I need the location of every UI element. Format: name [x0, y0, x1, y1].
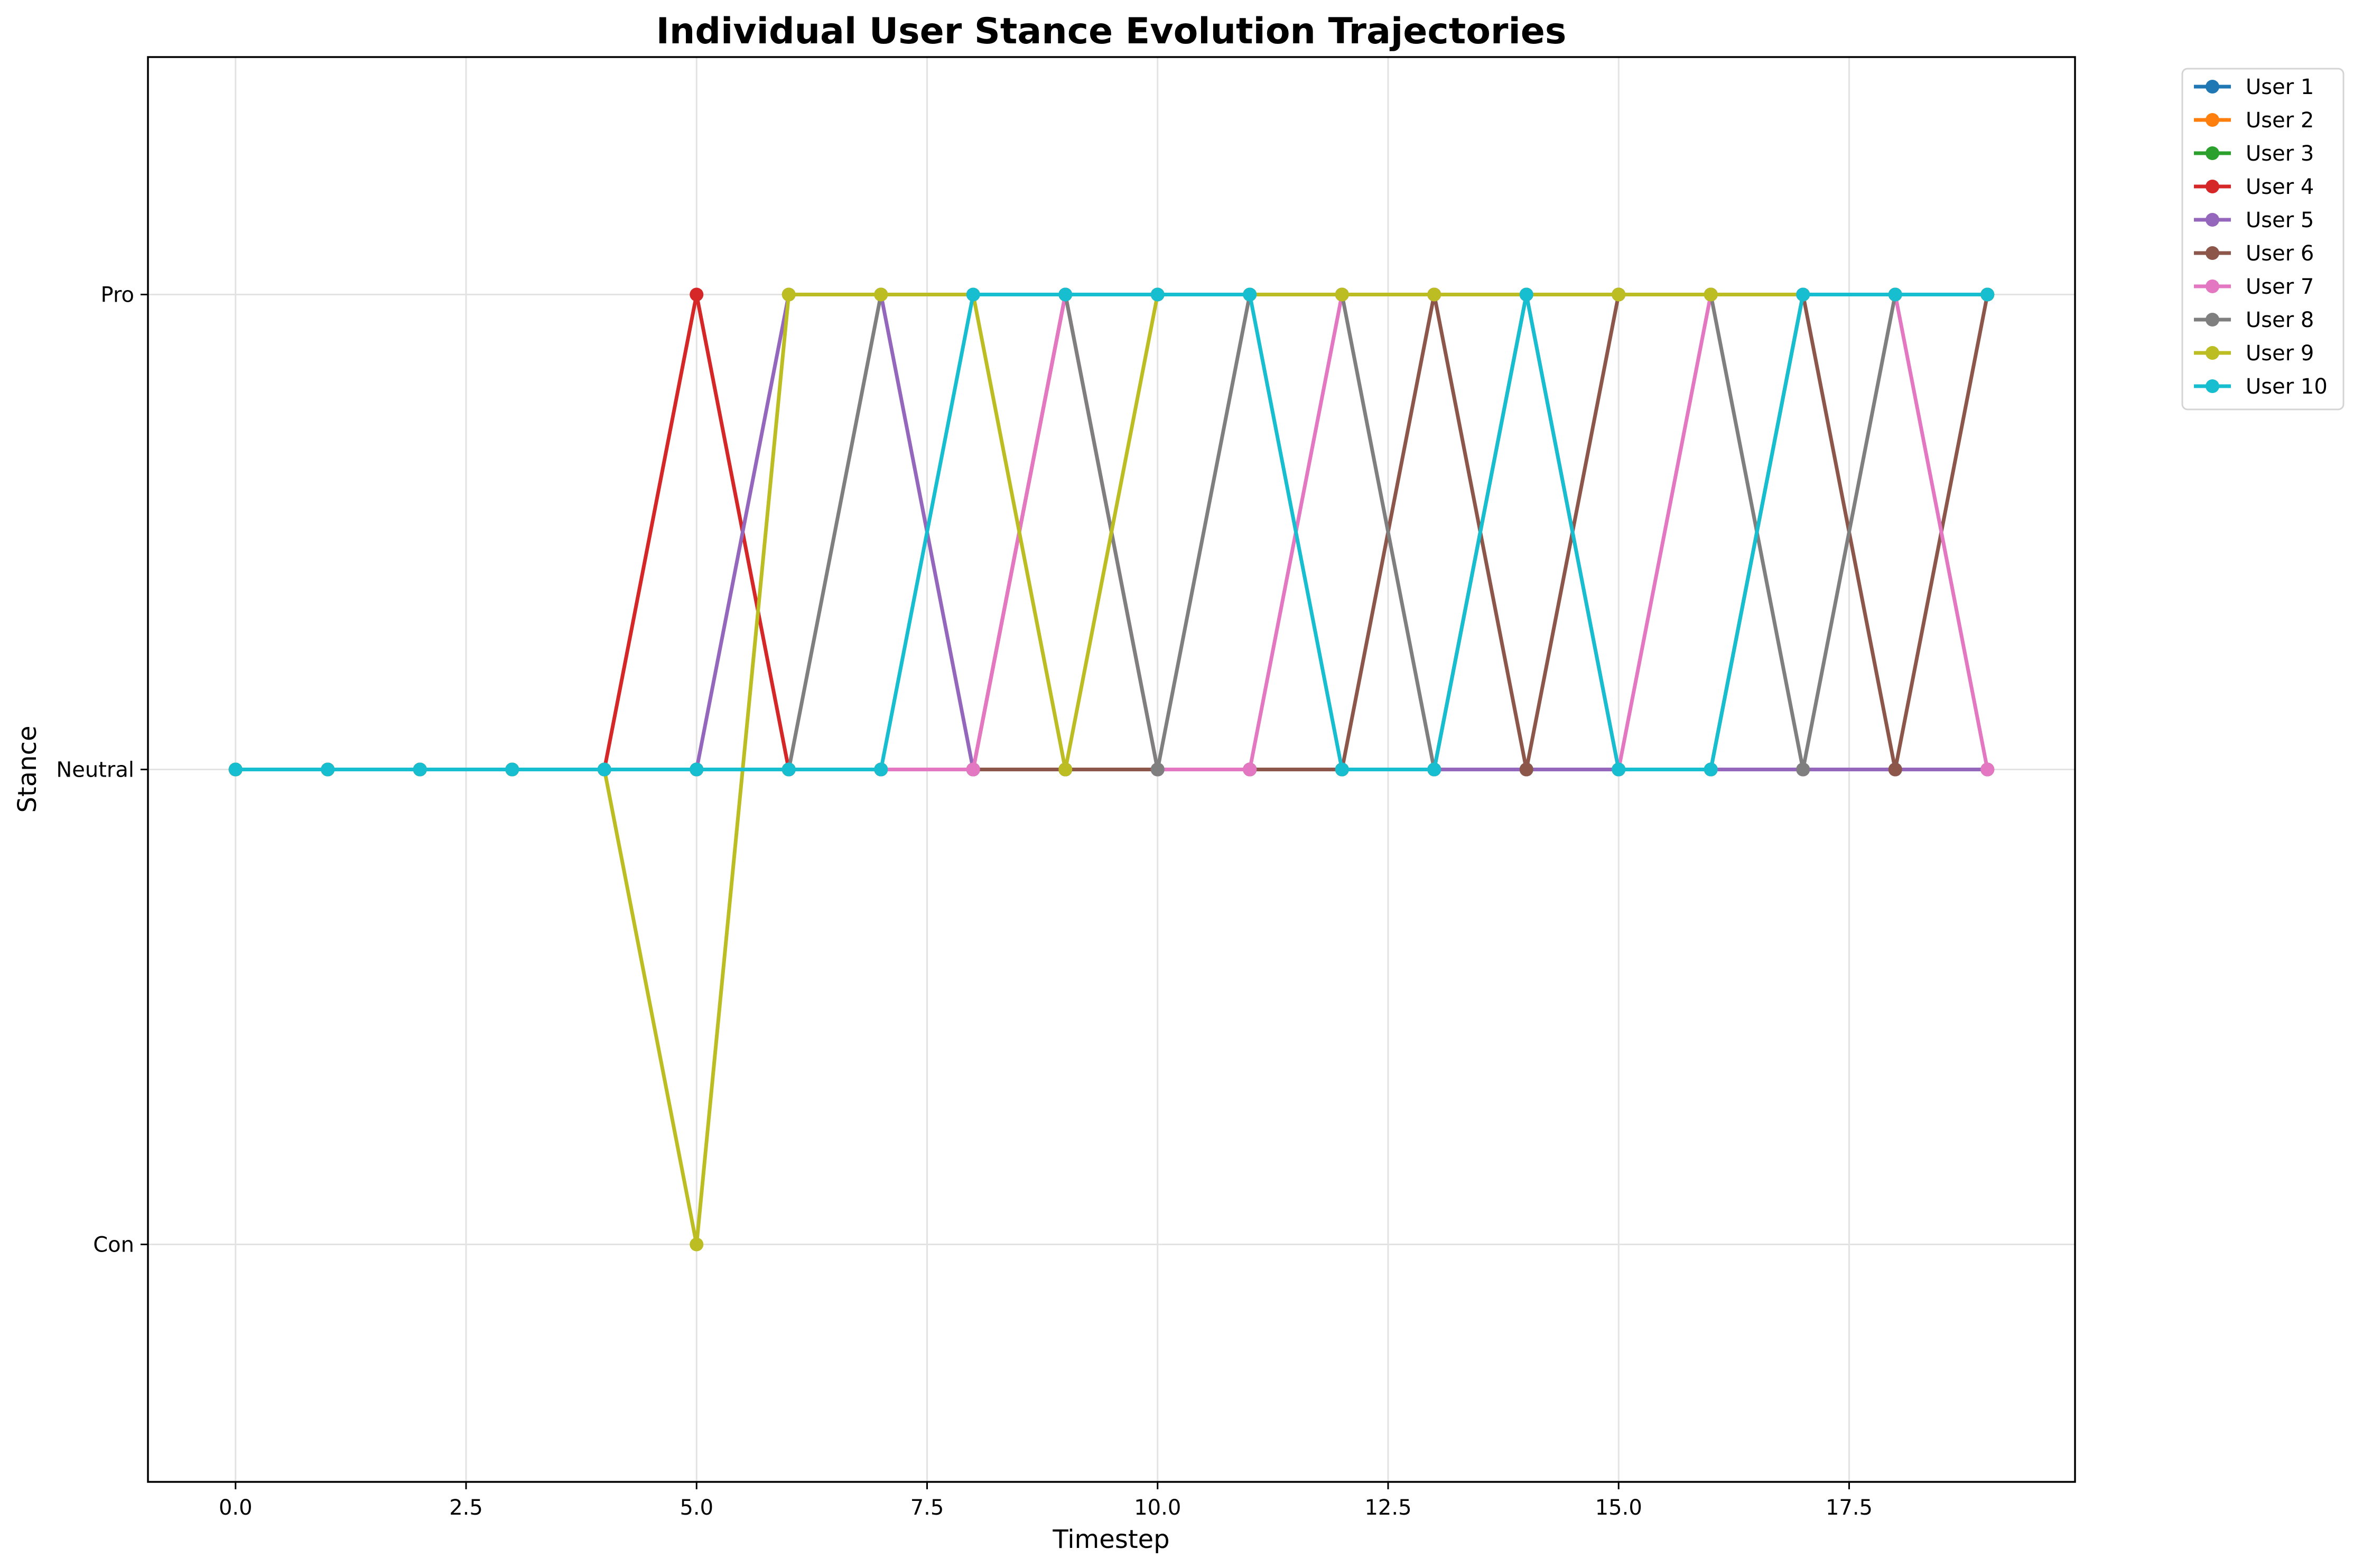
legend-label: User 7: [2246, 275, 2314, 299]
legend-swatch-marker: [2206, 346, 2219, 360]
legend: User 1 User 2 User 3 User 4 User 5 User 6 User…: [2181, 68, 2345, 410]
x-tick-label: 15.0: [1595, 1496, 1642, 1520]
data-point: [690, 762, 704, 777]
data-point: [1150, 287, 1165, 302]
data-point: [1058, 762, 1073, 777]
legend-swatch-marker: [2206, 180, 2219, 193]
series-lines: [228, 287, 1995, 1252]
data-point: [1427, 287, 1441, 302]
data-point: [1704, 762, 1718, 777]
x-tick-label: 7.5: [910, 1496, 944, 1520]
legend-label: User 8: [2246, 308, 2314, 332]
data-point: [1980, 287, 1995, 302]
data-point: [1796, 287, 1810, 302]
legend-label: User 6: [2246, 241, 2314, 266]
x-tick-label: 17.5: [1826, 1496, 1873, 1520]
data-point: [321, 762, 335, 777]
data-point: [1150, 762, 1165, 777]
series-line: [235, 293, 1988, 771]
legend-swatch-marker: [2206, 313, 2219, 326]
x-tick-label: 5.0: [680, 1496, 713, 1520]
data-point: [1243, 762, 1257, 777]
series-10: [228, 287, 1995, 777]
data-point: [1058, 287, 1073, 302]
data-point: [690, 1237, 704, 1252]
legend-label: User 10: [2246, 375, 2328, 399]
legend-swatch-marker: [2206, 213, 2219, 227]
data-point: [1704, 287, 1718, 302]
data-point: [228, 762, 243, 777]
data-point: [782, 287, 796, 302]
data-point: [874, 762, 888, 777]
data-point: [966, 762, 980, 777]
data-point: [782, 762, 796, 777]
x-tick-label: 0.0: [219, 1496, 253, 1520]
data-point: [1335, 287, 1349, 302]
legend-swatch-marker: [2206, 246, 2219, 260]
legend-swatch-marker: [2206, 379, 2219, 393]
data-point: [1612, 287, 1626, 302]
legend-swatch-marker: [2206, 80, 2219, 94]
x-tick-label: 10.0: [1134, 1496, 1181, 1520]
x-tick-label: 12.5: [1364, 1496, 1411, 1520]
legend-swatch-marker: [2206, 146, 2219, 160]
data-point: [1519, 287, 1533, 302]
x-tick-label: 2.5: [449, 1496, 483, 1520]
data-point: [597, 762, 611, 777]
y-axis-ticks: Con Neutral Pro: [56, 283, 148, 1257]
data-point: [413, 762, 427, 777]
x-axis-ticks: 0.0 2.5 5.0 7.5 10.0 12.5 15.0 17.5: [219, 1482, 1873, 1520]
data-point: [1888, 762, 1902, 777]
data-point: [690, 287, 704, 302]
legend-label: User 9: [2246, 341, 2314, 366]
legend-label: User 3: [2246, 142, 2314, 166]
data-point: [1612, 762, 1626, 777]
data-point: [1335, 762, 1349, 777]
y-tick-label: Pro: [101, 283, 134, 307]
legend-label: User 2: [2246, 108, 2314, 133]
y-axis-label: Stance: [13, 725, 42, 813]
legend-swatch-marker: [2206, 113, 2219, 127]
data-point: [1243, 287, 1257, 302]
data-point: [1888, 287, 1902, 302]
data-point: [1796, 762, 1810, 777]
legend-label: User 1: [2246, 75, 2314, 99]
chart-title: Individual User Stance Evolution Traject…: [656, 11, 1567, 52]
data-point: [874, 287, 888, 302]
data-point: [505, 762, 519, 777]
data-point: [966, 287, 980, 302]
legend-label: User 4: [2246, 175, 2314, 199]
data-point: [1427, 762, 1441, 777]
data-point: [1519, 762, 1533, 777]
x-axis-label: Timestep: [1052, 1525, 1169, 1554]
legend-swatch-marker: [2206, 279, 2219, 293]
y-tick-label: Con: [93, 1233, 134, 1257]
data-point: [1980, 762, 1995, 777]
y-tick-label: Neutral: [56, 758, 134, 782]
legend-label: User 5: [2246, 208, 2314, 232]
